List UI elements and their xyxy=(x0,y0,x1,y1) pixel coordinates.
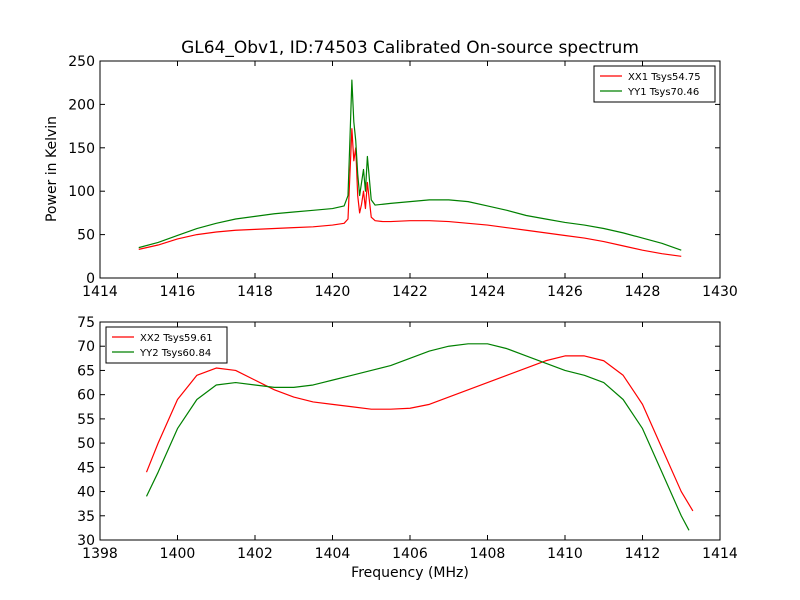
legend-label-1-0: XX2 Tsys59.61 xyxy=(140,333,213,344)
y-tick-label-1-4: 50 xyxy=(77,436,95,452)
series-line-0-0 xyxy=(138,128,682,257)
legend-1: XX2 Tsys59.61 YY2 Tsys60.84 xyxy=(105,326,228,364)
y-tick-label-0-4: 200 xyxy=(68,97,95,113)
x-tick-label-1-1: 1400 xyxy=(160,546,196,562)
y-tick-label-0-2: 100 xyxy=(68,184,95,200)
y-tick-label-0-0: 0 xyxy=(86,271,95,287)
x-tick-label-0-3: 1420 xyxy=(315,284,351,300)
legend-label-0-1: YY1 Tsys70.46 xyxy=(627,87,699,98)
bottom-xlabel: Frequency (MHz) xyxy=(351,565,469,581)
bottom-panel: 1398 1400 1402 1404 1406 1408 1410 1412 1414 30 35… xyxy=(77,315,738,562)
x-tick-label-1-6: 1410 xyxy=(547,546,583,562)
y-tick-label-1-0: 30 xyxy=(77,533,95,549)
y-tick-label-1-7: 65 xyxy=(77,363,95,379)
x-tick-label-1-7: 1412 xyxy=(625,546,661,562)
y-tick-label-1-6: 60 xyxy=(77,388,95,404)
x-tick-label-1-5: 1408 xyxy=(470,546,506,562)
y-tick-label-1-2: 40 xyxy=(77,485,95,501)
x-tick-label-0-5: 1424 xyxy=(470,284,506,300)
x-tick-label-1-2: 1402 xyxy=(237,546,273,562)
x-tick-label-0-8: 1430 xyxy=(702,284,738,300)
series-line-1-1 xyxy=(145,343,690,531)
legend-label-0-0: XX1 Tsys54.75 xyxy=(628,72,701,83)
x-tick-label-1-8: 1414 xyxy=(702,546,738,562)
x-tick-label-1-3: 1404 xyxy=(315,546,351,562)
x-tick-label-0-4: 1422 xyxy=(392,284,428,300)
legend-0: XX1 Tsys54.75 YY1 Tsys70.46 xyxy=(593,65,716,103)
legend-box-0 xyxy=(593,65,716,103)
y-tick-label-1-1: 35 xyxy=(77,509,95,525)
x-tick-label-1-4: 1406 xyxy=(392,546,428,562)
x-tick-label-1-0: 1398 xyxy=(82,546,118,562)
legend-label-1-1: YY2 Tsys60.84 xyxy=(139,348,211,359)
x-tick-label-0-7: 1428 xyxy=(625,284,661,300)
chart-title: GL64_Obv1, ID:74503 Calibrated On-source… xyxy=(181,38,639,58)
y-tick-label-1-3: 45 xyxy=(77,460,95,476)
legend-box-1 xyxy=(105,326,228,364)
x-tick-label-0-2: 1418 xyxy=(237,284,273,300)
y-tick-label-1-9: 75 xyxy=(77,315,95,331)
x-tick-label-0-0: 1414 xyxy=(82,284,118,300)
y-tick-label-0-1: 50 xyxy=(77,228,95,244)
y-tick-label-1-5: 55 xyxy=(77,412,95,428)
x-tick-label-0-6: 1426 xyxy=(547,284,583,300)
series-line-1-0 xyxy=(145,355,694,512)
top-panel: 1414 1416 1418 1420 1422 1424 1426 1428 1430 0 50 1… xyxy=(68,54,738,300)
series-line-0-1 xyxy=(138,79,682,251)
y-tick-label-0-3: 150 xyxy=(68,141,95,157)
x-tick-label-0-1: 1416 xyxy=(160,284,196,300)
top-ylabel: Power in Kelvin xyxy=(44,116,60,222)
y-tick-label-0-5: 250 xyxy=(68,54,95,70)
y-tick-label-1-8: 70 xyxy=(77,339,95,355)
